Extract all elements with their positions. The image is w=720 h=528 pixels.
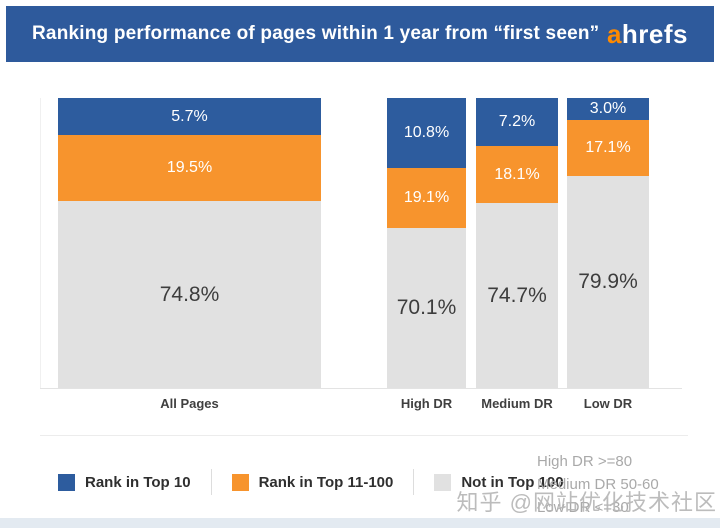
legend-item-not-in-top-100: Not in Top 100 <box>434 473 564 491</box>
x-axis-line <box>40 388 682 389</box>
legend-label: Rank in Top 10 <box>85 473 191 491</box>
segment-value-label: 74.8% <box>159 282 220 306</box>
legend-separator <box>413 469 415 495</box>
legend-label: Rank in Top 11-100 <box>258 473 394 491</box>
legend-divider <box>40 435 688 436</box>
segment-value-label: 79.9% <box>578 270 638 293</box>
segment-not-in-top-100-high-dr: 70.1% <box>387 228 466 388</box>
segment-rank-in-top-10-medium-dr: 7.2% <box>476 98 558 146</box>
bar-medium-dr: 7.2% 18.1% 74.7% <box>476 98 558 388</box>
footnote-medium-dr: Medium DR 50-60 <box>537 476 659 493</box>
y-axis-line <box>40 98 41 388</box>
segment-value-label: 7.2% <box>498 113 536 130</box>
category-label-all-pages: All Pages <box>160 396 219 411</box>
ahrefs-logo: ahrefs <box>606 18 688 49</box>
legend-item-rank-in-top-11-100: Rank in Top 11-100 <box>231 473 394 491</box>
bottom-strip <box>0 518 720 528</box>
legend-item-rank-in-top-10: Rank in Top 10 <box>58 473 191 491</box>
segment-value-label: 5.7% <box>171 107 208 125</box>
footnote-high-dr: High DR >=80 <box>537 453 633 470</box>
zhihu-watermark: 知乎 @网站优化技术社区 <box>456 490 717 515</box>
legend-separator <box>210 469 212 495</box>
category-label-medium-dr: Medium DR <box>481 396 553 411</box>
dr-definitions-footnote: High DR >=80 Medium DR 50-60 Low DR <=30 <box>537 450 659 519</box>
segment-rank-in-top-10-high-dr: 10.8% <box>387 98 466 168</box>
legend-label: Not in Top 100 <box>461 473 564 491</box>
segment-value-label: 19.1% <box>403 189 450 206</box>
legend-swatch-rank-in-top-10 <box>58 473 75 491</box>
segment-value-label: 17.1% <box>585 139 631 156</box>
segment-rank-in-top-11-100-low-dr: 17.1% <box>567 120 649 176</box>
segment-rank-in-top-11-100-medium-dr: 18.1% <box>476 146 558 203</box>
segment-rank-in-top-11-100-all-pages: 19.5% <box>58 135 321 201</box>
segment-value-label: 18.1% <box>494 165 540 183</box>
segment-rank-in-top-11-100-high-dr: 19.1% <box>387 168 466 228</box>
bar-low-dr: 3.0% 17.1% 79.9% <box>567 98 649 388</box>
legend-swatch-rank-in-top-11-100 <box>231 473 249 491</box>
segment-value-label: 3.0% <box>589 100 627 117</box>
segment-not-in-top-100-low-dr: 79.9% <box>567 176 649 388</box>
legend: Rank in Top 10 Rank in Top 11-100 Not in T… <box>58 466 564 498</box>
segment-rank-in-top-10-all-pages: 5.7% <box>58 98 321 135</box>
segment-value-label: 10.8% <box>403 124 450 141</box>
header-bar: Ranking performance of pages within 1 ye… <box>6 6 714 62</box>
footnote-low-dr: Low DR <=30 <box>537 499 629 516</box>
chart-title: Ranking performance of pages within 1 ye… <box>32 23 600 44</box>
segment-not-in-top-100-medium-dr: 74.7% <box>476 203 558 388</box>
segment-value-label: 70.1% <box>396 296 457 319</box>
segment-value-label: 19.5% <box>166 159 213 176</box>
category-label-high-dr: High DR <box>400 396 453 411</box>
bar-high-dr: 10.8% 19.1% 70.1% <box>387 98 466 388</box>
segment-not-in-top-100-all-pages: 74.8% <box>58 201 321 388</box>
segment-value-label: 74.7% <box>487 283 547 307</box>
category-label-low-dr: Low DR <box>583 396 633 411</box>
segment-rank-in-top-10-low-dr: 3.0% <box>567 98 649 120</box>
legend-swatch-not-in-top-100 <box>434 473 452 491</box>
bar-all-pages: 5.7% 19.5% 74.8% <box>58 98 321 388</box>
